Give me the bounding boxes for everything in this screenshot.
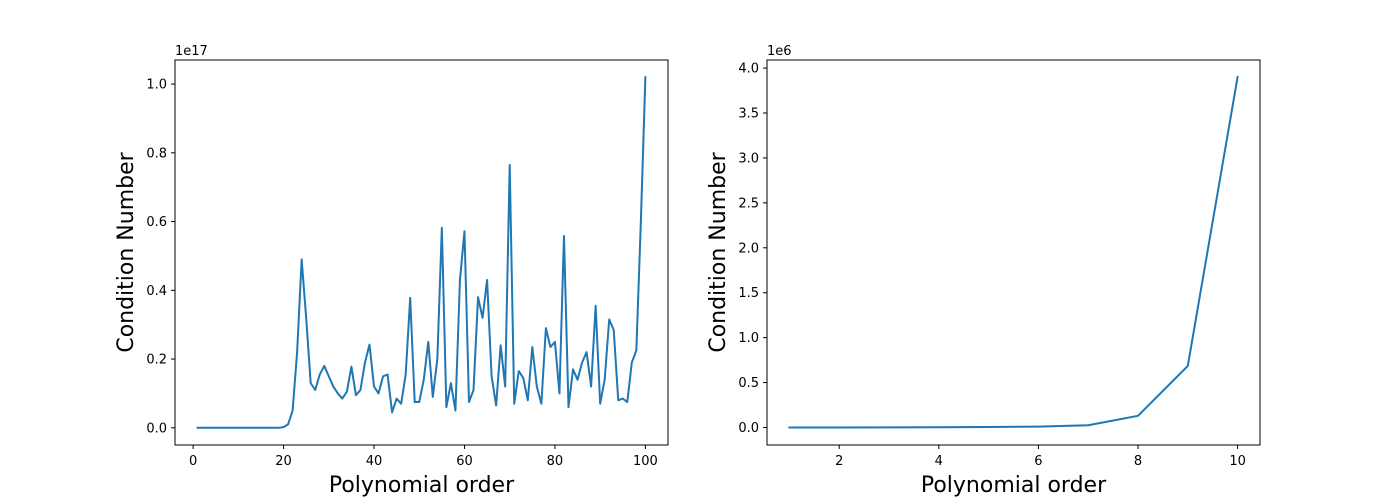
plot-area [767,60,1260,445]
x-tick-label: 10 [1229,454,1246,469]
y-tick-label: 0.2 [146,353,167,368]
x-tick-label: 20 [275,454,292,469]
x-axis-label: Polynomial order [921,473,1107,498]
x-tick-label: 100 [633,454,658,469]
x-tick-label: 0 [189,454,197,469]
axes-frame [174,59,669,446]
y-axis-label: Condition Number [114,151,139,352]
y-tick-label: 0.4 [146,284,167,299]
y-offset-label: 1e6 [767,44,792,59]
marks-layer [788,75,1239,429]
y-tick-label: 1.0 [738,331,759,346]
x-tick-label: 60 [456,454,473,469]
y-tick-label: 0.8 [146,146,167,161]
y-tick-label: 0.6 [146,215,167,230]
chart-right: 2 4 6 8 10 0.0 0.5 1.0 1.5 2.0 2.5 3.0 3.5 4.0 1e6 Po… [706,44,1261,498]
series-line [788,75,1239,429]
series-line [196,76,647,429]
y-tick-label: 3.5 [738,107,759,122]
y-tick-label: 4.0 [738,62,759,77]
y-axis-label: Condition Number [706,151,731,352]
y-tick-label: 3.0 [738,151,759,166]
x-tick-label: 2 [835,454,843,469]
chart-left: 0 20 40 60 80 100 0.0 0.2 0.4 0.6 0.8 1.0 1e17 Poly… [114,44,669,498]
x-tick-label: 6 [1034,454,1042,469]
y-tick-label: 0.5 [738,376,759,391]
x-axis-label: Polynomial order [329,473,515,498]
y-offset-label: 1e17 [175,44,208,59]
y-tick-label: 0.0 [738,421,759,436]
axes-frame [766,59,1261,446]
ticks-layer: 2 4 6 8 10 0.0 0.5 1.0 1.5 2.0 2.5 3.0 3.5 4.0 [738,62,1246,469]
y-tick-label: 2.0 [738,241,759,256]
marks-layer [196,76,647,429]
y-tick-label: 2.5 [738,196,759,211]
y-tick-label: 1.0 [146,78,167,93]
x-tick-label: 8 [1134,454,1142,469]
x-tick-label: 4 [935,454,943,469]
x-tick-label: 40 [366,454,383,469]
plot-area [175,60,668,445]
y-tick-label: 0.0 [146,421,167,436]
x-tick-label: 80 [547,454,564,469]
ticks-layer: 0 20 40 60 80 100 0.0 0.2 0.4 0.6 0.8 1.0 [146,78,657,469]
y-tick-label: 1.5 [738,286,759,301]
